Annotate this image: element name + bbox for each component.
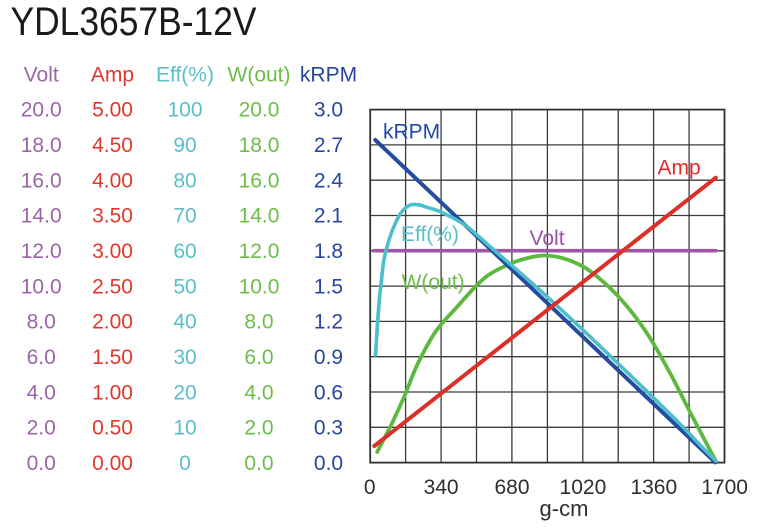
svg-text:12.0: 12.0 (21, 240, 62, 263)
svg-text:3.50: 3.50 (92, 205, 133, 228)
svg-text:kRPM: kRPM (383, 121, 440, 144)
svg-text:10.0: 10.0 (239, 275, 280, 298)
svg-text:2.7: 2.7 (314, 134, 343, 157)
svg-text:g-cm: g-cm (540, 496, 589, 521)
svg-text:0.6: 0.6 (314, 381, 343, 404)
svg-text:kRPM: kRPM (300, 64, 357, 87)
svg-text:16.0: 16.0 (21, 169, 62, 192)
svg-text:Amp: Amp (91, 64, 134, 87)
svg-text:10.0: 10.0 (21, 275, 62, 298)
svg-text:1020: 1020 (560, 476, 607, 499)
svg-text:6.0: 6.0 (27, 346, 56, 369)
svg-text:0.00: 0.00 (92, 452, 133, 475)
svg-text:30: 30 (173, 346, 196, 369)
svg-text:3.00: 3.00 (92, 240, 133, 263)
svg-text:2.0: 2.0 (244, 417, 273, 440)
svg-text:18.0: 18.0 (239, 134, 280, 157)
svg-text:14.0: 14.0 (239, 205, 280, 228)
svg-text:0.3: 0.3 (314, 417, 343, 440)
svg-text:4.0: 4.0 (244, 381, 273, 404)
svg-text:0: 0 (179, 452, 191, 475)
svg-text:1360: 1360 (630, 476, 677, 499)
svg-text:340: 340 (424, 476, 459, 499)
svg-text:90: 90 (173, 134, 196, 157)
svg-text:4.0: 4.0 (27, 381, 56, 404)
svg-text:2.1: 2.1 (314, 205, 343, 228)
svg-text:20.0: 20.0 (239, 99, 280, 122)
svg-text:50: 50 (173, 275, 196, 298)
svg-text:0.50: 0.50 (92, 417, 133, 440)
svg-text:60: 60 (173, 240, 196, 263)
svg-text:2.0: 2.0 (27, 417, 56, 440)
svg-text:0.0: 0.0 (27, 452, 56, 475)
svg-text:680: 680 (494, 476, 529, 499)
svg-text:Volt: Volt (24, 64, 59, 87)
svg-text:Eff(%): Eff(%) (401, 223, 459, 246)
svg-text:5.00: 5.00 (92, 99, 133, 122)
svg-text:14.0: 14.0 (21, 205, 62, 228)
svg-text:YDL3657B-12V: YDL3657B-12V (11, 0, 257, 44)
svg-text:1.00: 1.00 (92, 381, 133, 404)
svg-text:1700: 1700 (701, 476, 748, 499)
svg-text:1.8: 1.8 (314, 240, 343, 263)
svg-text:8.0: 8.0 (244, 311, 273, 334)
svg-text:0: 0 (364, 476, 376, 499)
svg-text:8.0: 8.0 (27, 311, 56, 334)
svg-text:0.0: 0.0 (244, 452, 273, 475)
svg-text:10: 10 (173, 417, 196, 440)
svg-text:18.0: 18.0 (21, 134, 62, 157)
svg-text:20: 20 (173, 381, 196, 404)
svg-text:W(out): W(out) (228, 64, 291, 87)
svg-text:12.0: 12.0 (239, 240, 280, 263)
svg-text:1.2: 1.2 (314, 311, 343, 334)
svg-text:80: 80 (173, 169, 196, 192)
svg-text:1.50: 1.50 (92, 346, 133, 369)
svg-text:Amp: Amp (658, 157, 701, 180)
svg-text:4.50: 4.50 (92, 134, 133, 157)
svg-text:3.0: 3.0 (314, 99, 343, 122)
svg-text:W(out): W(out) (402, 271, 465, 294)
svg-text:16.0: 16.0 (239, 169, 280, 192)
svg-text:4.00: 4.00 (92, 169, 133, 192)
svg-text:40: 40 (173, 311, 196, 334)
svg-text:Volt: Volt (530, 227, 565, 250)
svg-text:Eff(%): Eff(%) (156, 64, 214, 87)
svg-text:20.0: 20.0 (21, 99, 62, 122)
svg-text:0.9: 0.9 (314, 346, 343, 369)
svg-text:2.50: 2.50 (92, 275, 133, 298)
svg-text:2.4: 2.4 (314, 169, 344, 192)
svg-text:1.5: 1.5 (314, 275, 343, 298)
svg-text:2.00: 2.00 (92, 311, 133, 334)
svg-text:0.0: 0.0 (314, 452, 343, 475)
svg-text:100: 100 (167, 99, 202, 122)
svg-text:6.0: 6.0 (244, 346, 273, 369)
svg-text:70: 70 (173, 205, 196, 228)
